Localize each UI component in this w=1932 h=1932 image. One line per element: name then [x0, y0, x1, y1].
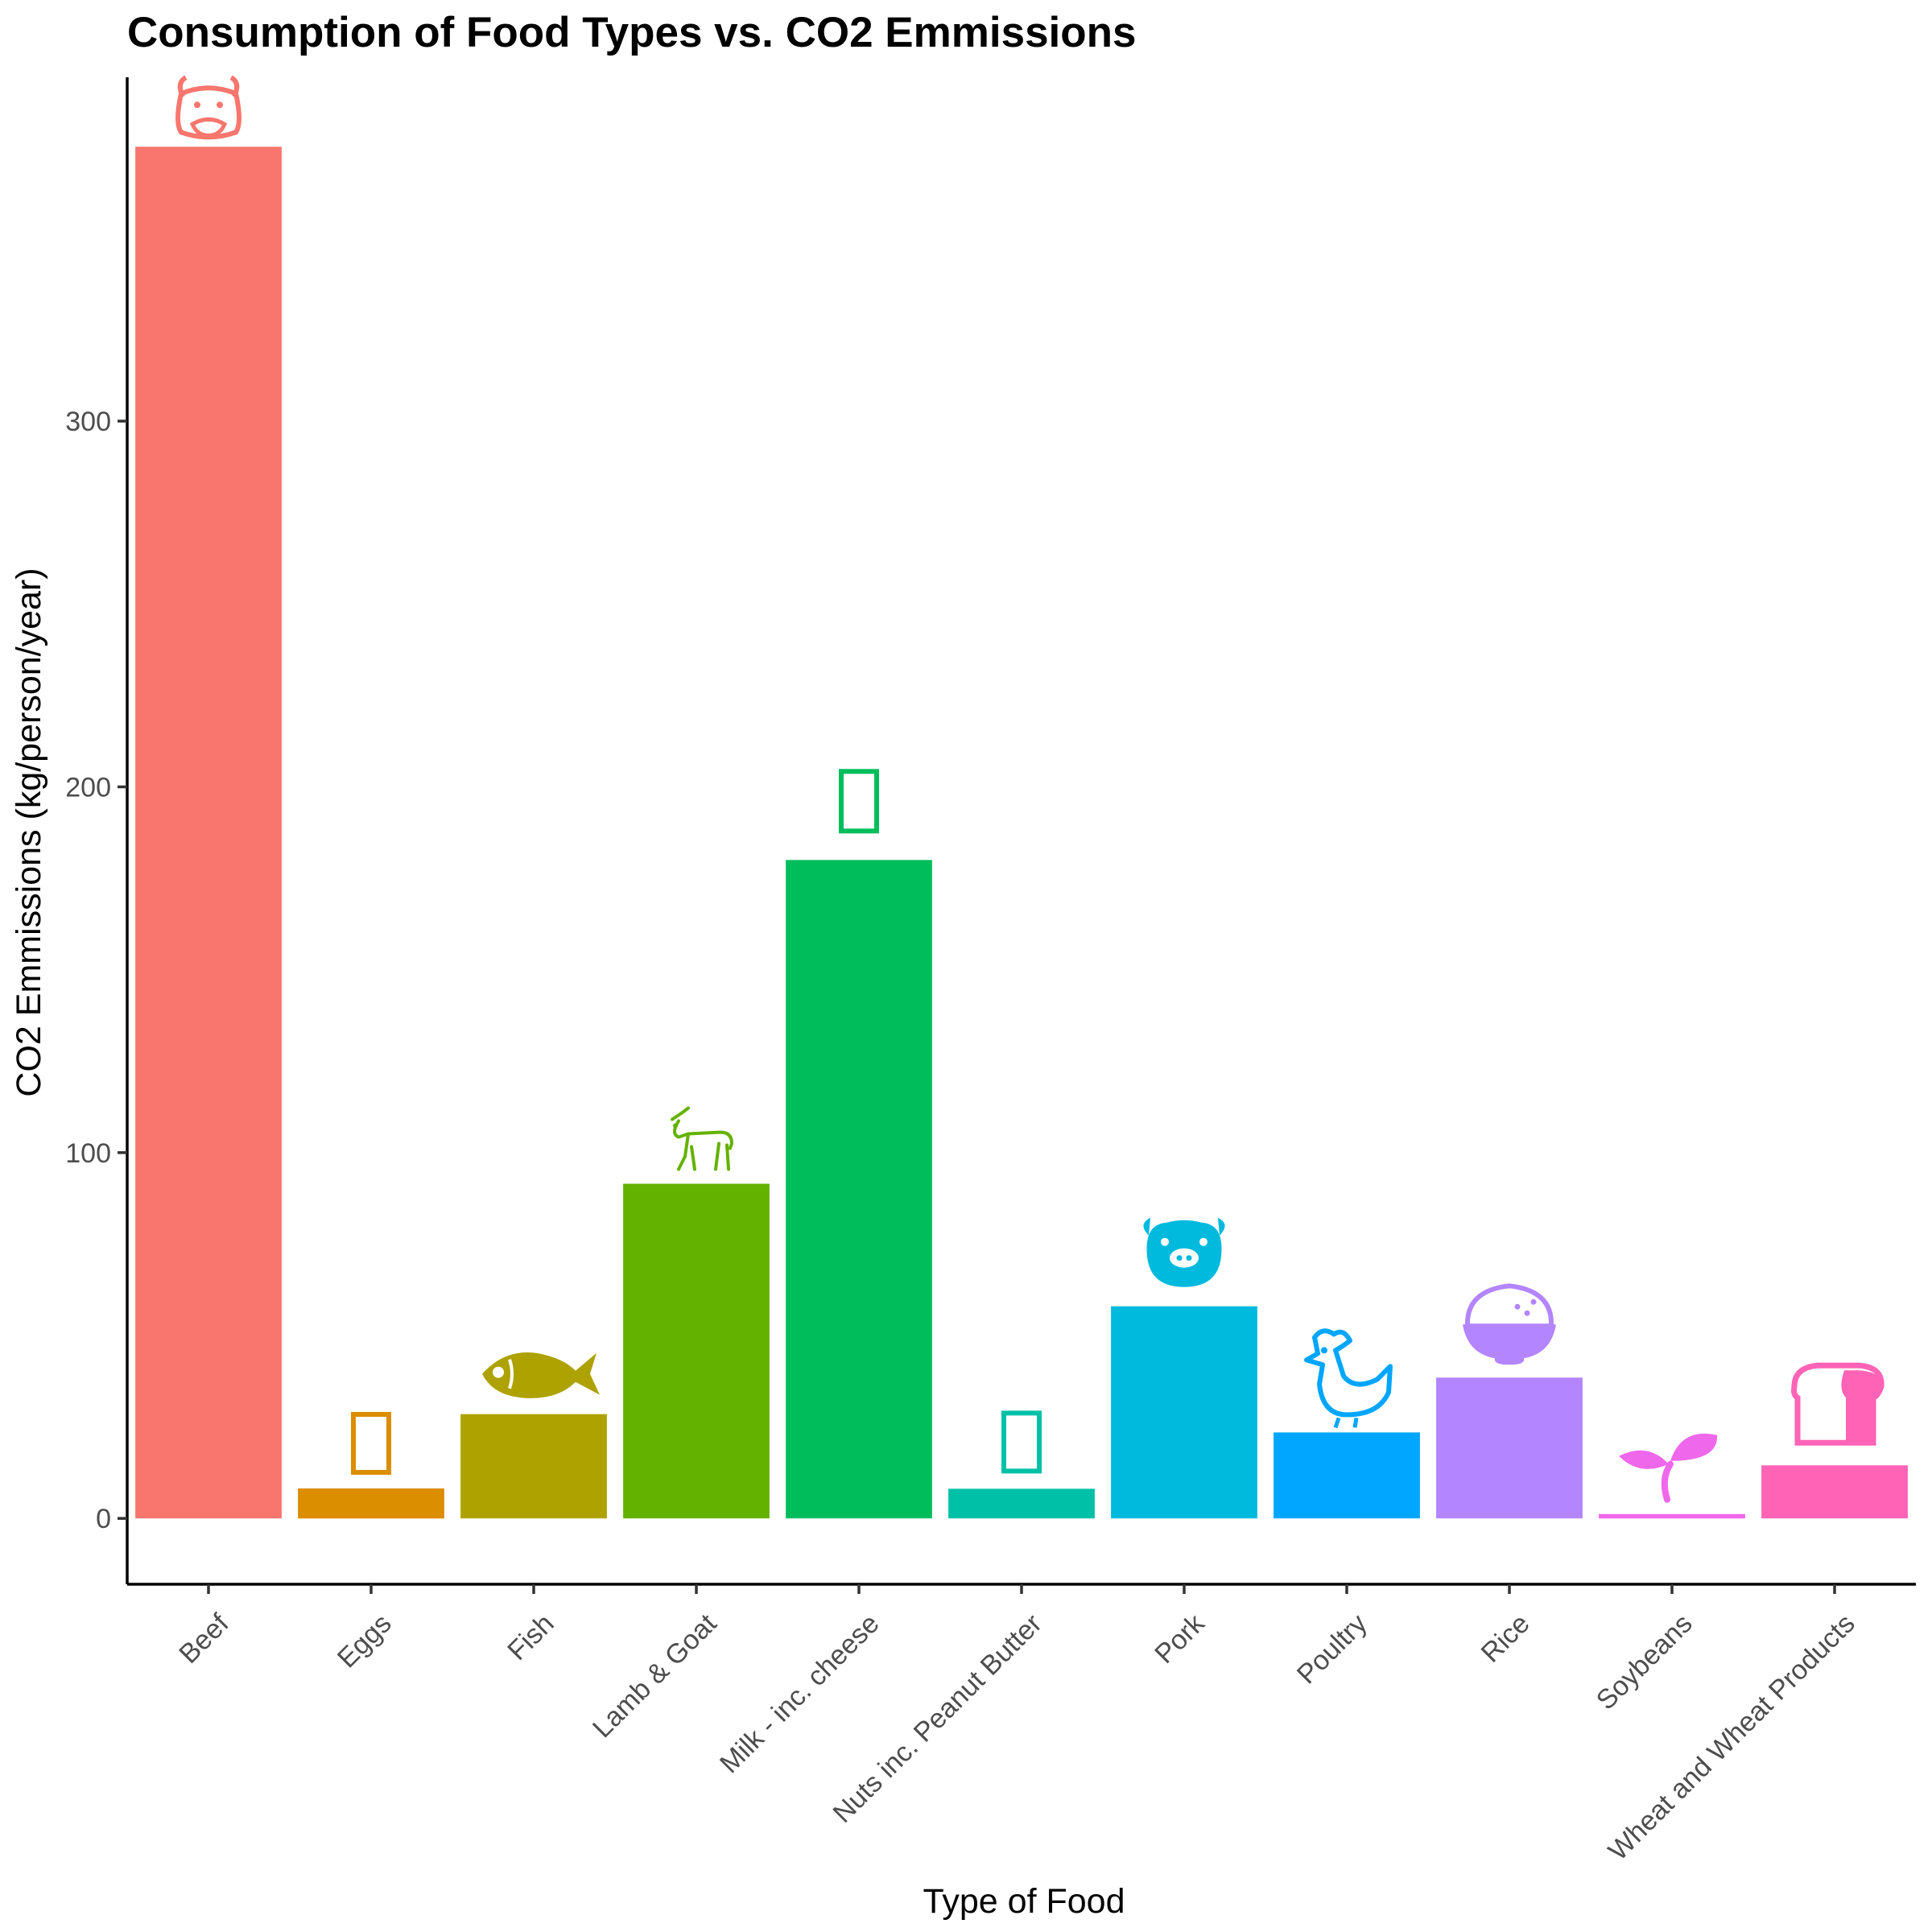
x-tick-label-beef: Beef	[173, 1608, 235, 1670]
rice-icon	[1463, 1283, 1556, 1365]
bar-beef	[135, 147, 282, 1519]
bar-soybeans	[1599, 1513, 1745, 1519]
bar-poultry	[1274, 1432, 1420, 1519]
y-tick-label: 200	[65, 772, 111, 803]
bar-lamb-goat	[623, 1183, 770, 1519]
x-tick-label-fish: Fish	[502, 1608, 559, 1666]
chart-title: Consumption of Food Types vs. CO2 Emmiss…	[127, 9, 1137, 56]
x-tick-label-eggs: Eggs	[332, 1608, 398, 1674]
bars-group	[135, 147, 1908, 1519]
bar-eggs	[298, 1488, 444, 1519]
bar-wheat-and-wheat-products	[1761, 1465, 1908, 1519]
bar-milk-inc-cheese	[786, 860, 932, 1519]
icons-group	[175, 75, 1885, 1503]
bar-rice	[1436, 1377, 1583, 1519]
x-axis-title: Type of Food	[923, 1882, 1125, 1921]
bar-pork	[1111, 1306, 1257, 1519]
x-tick-label-lamb-goat: Lamb & Goat	[587, 1608, 723, 1744]
x-tick-label-pork: Pork	[1149, 1608, 1211, 1670]
bar-nuts-inc-peanut-butter	[948, 1488, 1095, 1519]
pig-icon	[1143, 1217, 1225, 1287]
chicken-icon	[1304, 1328, 1393, 1429]
x-tick-label-milk-inc-cheese: Milk - inc. cheese	[714, 1608, 886, 1780]
y-tick-label: 0	[96, 1504, 111, 1534]
cow-icon	[175, 75, 242, 140]
bread-icon	[1791, 1362, 1885, 1446]
y-axis-title: CO2 Emmissions (kg/person/year)	[10, 568, 48, 1096]
y-axis: 0 100 200 300	[65, 77, 129, 1584]
egg-icon	[351, 1412, 391, 1475]
x-tick-label-poultry: Poultry	[1291, 1608, 1373, 1690]
x-tick-label-rice: Rice	[1476, 1608, 1536, 1669]
bar-fish	[460, 1414, 607, 1519]
x-tick-label-soybeans: Soybeans	[1591, 1608, 1699, 1716]
nut-icon	[1001, 1410, 1042, 1474]
y-tick-label: 100	[65, 1138, 111, 1169]
goat-icon	[671, 1106, 734, 1171]
fish-icon	[482, 1352, 600, 1398]
milk-icon	[839, 769, 879, 834]
seedling-icon	[1619, 1433, 1718, 1503]
y-tick-label: 300	[65, 407, 111, 437]
